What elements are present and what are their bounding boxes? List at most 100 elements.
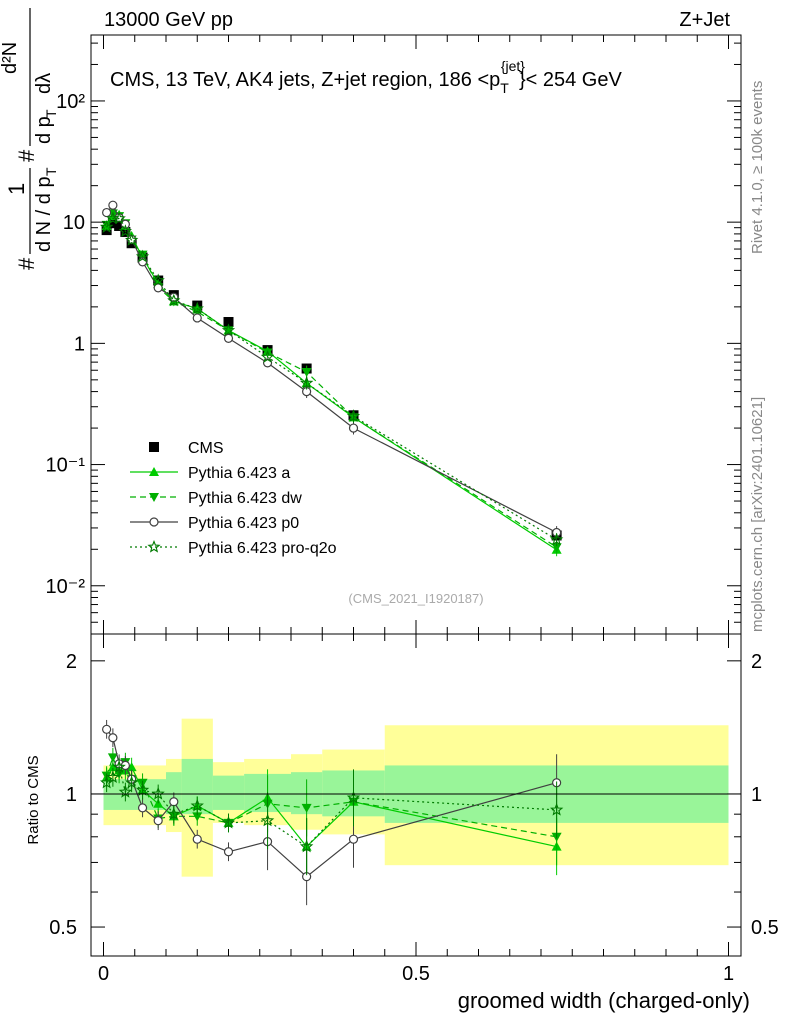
data-point	[192, 313, 202, 323]
data-point	[100, 220, 114, 233]
main-ytick-label: 1	[74, 333, 85, 355]
x-axis-label: groomed width (charged-only)	[458, 988, 750, 1013]
header-left: 13000 GeV pp	[104, 9, 233, 31]
svg-text:T: T	[43, 167, 59, 176]
data-point	[223, 333, 234, 343]
svg-text:1: 1	[4, 183, 29, 195]
series-pythia-6-423-a	[101, 209, 562, 557]
ratio-point	[112, 760, 126, 773]
ratio-point	[126, 762, 137, 772]
ratio-point	[153, 816, 163, 826]
legend-entry: Pythia 6.423 a	[130, 465, 290, 482]
ratio-point	[135, 783, 150, 796]
data-point	[167, 293, 181, 307]
main-ytick-label: 10⁻¹	[46, 455, 86, 477]
ratio-point	[106, 770, 120, 783]
ratio-point	[169, 797, 179, 807]
mcplots-label: mcplots.cern.ch [arXiv:2401.10621]	[749, 397, 766, 632]
ratio-point	[192, 834, 202, 844]
legend-marker	[149, 517, 159, 527]
data-point	[221, 323, 236, 336]
ratio-point	[260, 813, 275, 827]
ratio-point	[221, 815, 236, 829]
ratio-point	[346, 790, 361, 804]
chart-title: CMS, 13 TeV, AK4 jets, Z+jet region, 186…	[110, 58, 622, 96]
band-inner-3	[212, 775, 245, 810]
legend-label: Pythia 6.423 p0	[188, 515, 299, 532]
data-point	[118, 224, 132, 238]
legend-marker	[149, 493, 159, 502]
ratio-ytick-label: 0.5	[49, 917, 77, 939]
data-point	[550, 532, 564, 546]
legend-entry: Pythia 6.423 p0	[130, 515, 299, 532]
data-point	[125, 233, 139, 246]
data-point	[301, 368, 312, 378]
data-point	[190, 301, 204, 315]
data-point	[299, 376, 314, 389]
data-point	[137, 250, 148, 260]
xtick-label: 0	[98, 963, 109, 985]
legend-label: Pythia 6.423 pro-q2o	[188, 540, 337, 557]
main-y-axis-label: # 1 d N / d p T # d²N d p T dλ	[0, 8, 59, 270]
ratio-point	[108, 733, 118, 743]
xtick-label: 0.5	[402, 963, 430, 985]
ratio-ytick-label: 1	[66, 784, 77, 806]
legend-label: Pythia 6.423 dw	[188, 490, 302, 507]
main-ytick-label: 10	[63, 212, 85, 234]
series-line	[106, 214, 557, 551]
legend-entry: Pythia 6.423 dw	[130, 490, 302, 507]
data-point	[551, 543, 562, 553]
ratio-y-axis-label: Ratio to CMS	[25, 755, 42, 844]
series-pythia-6-423-p0	[102, 200, 562, 539]
ratio-ytick-label-right: 2	[751, 651, 762, 673]
legend-marker	[149, 467, 159, 476]
data-point	[260, 350, 275, 363]
data-point	[135, 249, 150, 263]
series-line	[106, 218, 557, 541]
main-ytick-label: 10⁻²	[46, 576, 86, 598]
ratio-point	[102, 724, 112, 734]
series-pythia-6-423-dw	[101, 209, 562, 554]
svg-text:#: #	[14, 149, 39, 162]
data-point	[112, 211, 126, 225]
svg-text:d p: d p	[33, 116, 55, 144]
data-point	[151, 273, 165, 287]
data-point	[346, 409, 361, 423]
data-point	[108, 200, 118, 210]
svg-text:#: #	[14, 257, 39, 270]
legend-entry: Pythia 6.423 pro-q2o	[130, 539, 337, 557]
ratio-point	[301, 803, 312, 813]
svg-text:d²N: d²N	[0, 42, 21, 74]
svg-text:d N / d p: d N / d p	[33, 176, 55, 252]
legend: CMS Pythia 6.423 a Pythia 6.423 dw Pythia 6…	[130, 440, 337, 557]
ratio-ytick-label-right: 1	[751, 784, 762, 806]
ratio-point	[107, 753, 118, 763]
legend-marker	[147, 539, 161, 553]
data-point	[102, 207, 112, 218]
svg-text:dλ: dλ	[33, 73, 55, 94]
data-point	[348, 423, 359, 433]
series-pythia-6-423-pro-q2o	[100, 211, 564, 547]
main-ytick-label: 10²	[56, 91, 85, 113]
ratio-point	[167, 807, 181, 820]
xtick-label: 1	[723, 963, 734, 985]
data-point	[223, 317, 234, 328]
ratio-ytick-label-right: 0.5	[751, 917, 779, 939]
svg-text:T: T	[43, 109, 59, 118]
legend-marker	[149, 442, 159, 452]
legend-label: CMS	[188, 440, 224, 457]
rivet-label: Rivet 4.1.0, ≥ 100k events	[749, 81, 766, 254]
legend-entry: CMS	[149, 440, 224, 457]
ratio-point	[550, 802, 564, 816]
legend-label: Pythia 6.423 a	[188, 465, 290, 482]
ratio-point	[137, 803, 148, 813]
header-right: Z+Jet	[679, 9, 730, 31]
ratio-point	[125, 775, 139, 789]
data-point	[153, 283, 163, 293]
ratio-ytick-label: 2	[66, 651, 77, 673]
analysis-watermark: (CMS_2021_I1920187)	[348, 591, 483, 606]
ratio-point	[192, 812, 203, 822]
ratio-point	[190, 798, 204, 812]
